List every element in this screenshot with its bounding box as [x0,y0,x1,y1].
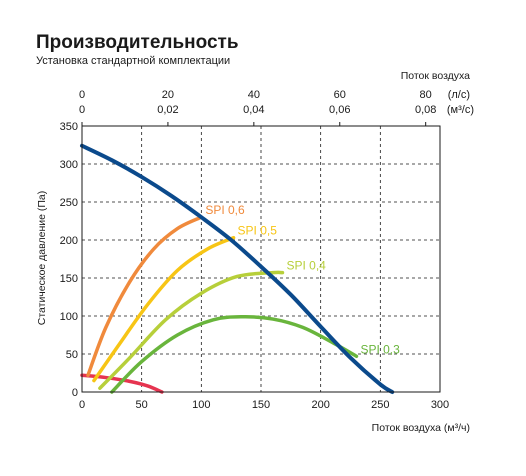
plot-frame [81,125,441,393]
series-labels: SPI 0,6 SPI 0,5 SPI 0,4 SPI 0,3 [205,203,400,356]
x-tick-label: 100 [192,399,210,411]
spi-0-5-line [92,235,236,383]
fan-curve-line [80,143,395,394]
top-tick-label-ls: 0 [79,89,85,101]
chart-title: Производительность [36,32,239,53]
y-tick-label: 50 [66,349,78,361]
grid [82,126,440,392]
top-tick-label-m3s: 0,02 [157,104,178,116]
top-tick-label-m3s: 0 [79,104,85,116]
x-tick-label: 300 [431,399,449,411]
spi-0-3-line [110,314,359,394]
top-axis-title: Поток воздуха [401,70,470,82]
y-tick-label: 350 [60,121,78,133]
top-tick-label-ls: 80 [420,89,432,101]
x-tick-label: 150 [252,399,270,411]
series-label-spi-0-5: SPI 0,5 [238,224,278,238]
spi-0-6-line [86,215,204,378]
x-tick-label: 200 [311,399,329,411]
top-tick-label-m3s: 0,04 [243,104,264,116]
y-tick-label: 150 [60,273,78,285]
x-axis-label: Поток воздуха (м³/ч) [372,422,470,434]
top-tick-label-ls: 40 [248,89,260,101]
x-tick-label: 0 [79,399,85,411]
top-tick-label-m3s: 0,08 [415,104,436,116]
y-tick-label: 0 [72,387,78,399]
top-axis-unit-m3s: (м³/с) [447,104,474,116]
series-label-spi-0-6: SPI 0,6 [205,203,245,217]
series-group [80,143,395,394]
series-label-spi-0-4: SPI 0,4 [286,259,326,273]
y-axis-label: Статическое давление (Па) [36,191,48,326]
spi-0-4-line [98,270,285,390]
x-tick-label: 50 [136,399,148,411]
y-tick-label: 100 [60,311,78,323]
y-tick-label: 200 [60,235,78,247]
top-tick-label-m3s: 0,06 [329,104,350,116]
series-label-spi-0-3: SPI 0,3 [360,342,400,356]
top-tick-label-ls: 60 [334,89,346,101]
top-tick-label-ls: 20 [162,89,174,101]
chart-subtitle: Установка стандартной комплектации [36,55,230,67]
top-axis-unit-ls: (л/с) [448,89,470,101]
y-tick-label: 250 [60,197,78,209]
tick-labels: 0 50 100 150 200 250 3000501001502002503003500… [60,89,450,411]
x-tick-label: 250 [371,399,389,411]
y-tick-label: 300 [60,159,78,171]
